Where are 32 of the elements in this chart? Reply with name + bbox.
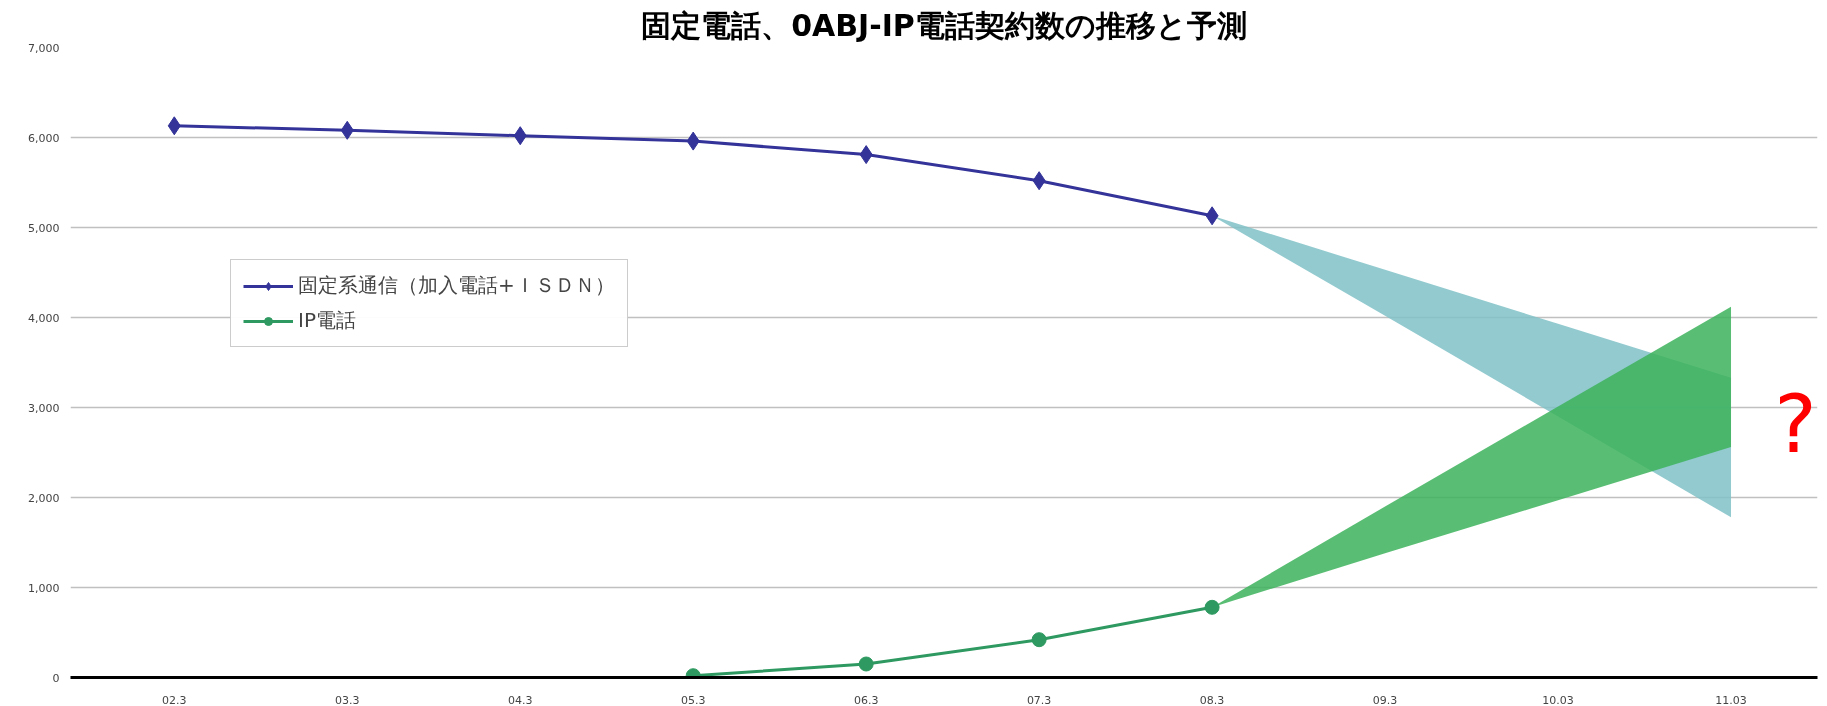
y-tick-label: 1,000 — [28, 581, 60, 595]
annotation: ? — [1774, 377, 1817, 471]
y-tick-label: 7,000 — [28, 41, 60, 55]
point — [167, 116, 181, 136]
point — [513, 126, 527, 146]
point — [340, 120, 354, 140]
point — [686, 131, 700, 151]
chart-title: 固定電話、0ABJ-IP電話契約数の推移と予測 — [641, 7, 1247, 43]
y-tick-label: 5,000 — [28, 221, 60, 235]
x-tick-label: 05.3 — [680, 693, 706, 706]
point — [1205, 206, 1219, 226]
point — [1032, 171, 1046, 191]
point — [1204, 599, 1220, 615]
x-tick-label: 04.3 — [507, 693, 533, 706]
x-tick-label: 06.3 — [853, 693, 879, 706]
point — [1031, 632, 1047, 648]
point — [858, 656, 874, 672]
x-tick-label: 10.03 — [1542, 693, 1574, 706]
x-tick-label: 03.3 — [335, 693, 360, 706]
legend-label: 固定系通信（加入電話+ＩＳＤＮ） — [298, 272, 615, 299]
x-tick-label: 11.03 — [1715, 693, 1747, 706]
legend-label: IP電話 — [298, 307, 356, 334]
y-tick-label: 4,000 — [28, 311, 60, 325]
y-tick-label: 3,000 — [28, 401, 60, 415]
point — [859, 145, 873, 165]
y-tick-label: 0 — [52, 671, 60, 685]
x-tick-label: 02.3 — [162, 693, 187, 706]
y-tick-label: 6,000 — [28, 131, 60, 145]
x-tick-label: 09.3 — [1372, 693, 1398, 706]
x-tick-label: 08.3 — [1199, 693, 1225, 706]
x-tick-label: 07.3 — [1026, 693, 1052, 706]
y-tick-label: 2,000 — [28, 491, 60, 505]
